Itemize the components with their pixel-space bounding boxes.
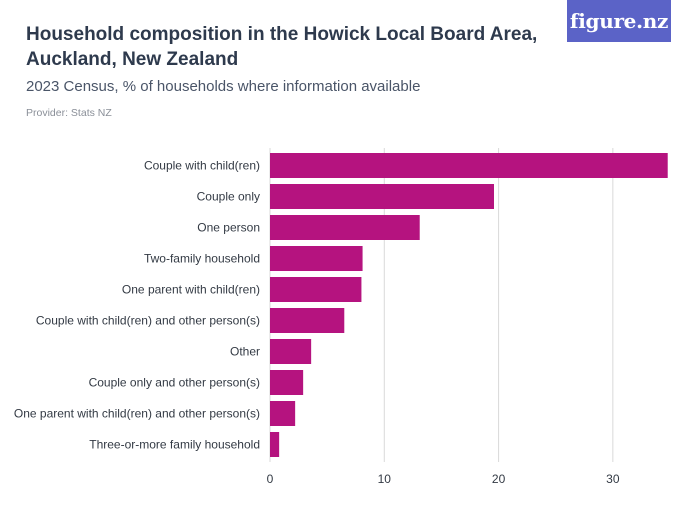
bar[interactable] [270, 308, 345, 333]
x-tick-label: 20 [492, 472, 506, 486]
x-tick-label: 0 [267, 472, 274, 486]
x-axis-ticks: 0 10 20 30 [267, 472, 620, 486]
bars [270, 153, 668, 457]
chart-title: Household composition in the Howick Loca… [26, 24, 538, 70]
x-tick-label: 30 [606, 472, 620, 486]
bar[interactable] [270, 339, 312, 364]
category-label: Two-family household [144, 252, 260, 266]
bar[interactable] [270, 246, 363, 271]
bar[interactable] [270, 184, 494, 209]
category-labels: Couple with child(ren) Couple only One per… [14, 159, 260, 452]
x-tick-label: 10 [378, 472, 392, 486]
category-label: Other [230, 345, 260, 359]
bar[interactable] [270, 432, 280, 457]
category-label: One parent with child(ren) [122, 283, 260, 297]
category-label: Couple with child(ren) [144, 159, 260, 173]
category-label: Three-or-more family household [89, 438, 260, 452]
bar[interactable] [270, 215, 420, 240]
bar[interactable] [270, 153, 668, 178]
bar[interactable] [270, 370, 304, 395]
chart-subtitle: 2023 Census, % of households where infor… [26, 78, 421, 95]
category-label: Couple with child(ren) and other person(… [36, 314, 260, 328]
category-label: One parent with child(ren) and other per… [14, 407, 260, 421]
figure-nz-logo[interactable]: figure.nz [567, 0, 671, 42]
provider-note: Provider: Stats NZ [26, 107, 112, 119]
category-label: One person [197, 221, 260, 235]
bar[interactable] [270, 401, 296, 426]
category-label: Couple only [197, 190, 260, 204]
bar[interactable] [270, 277, 362, 302]
category-label: Couple only and other person(s) [89, 376, 260, 390]
